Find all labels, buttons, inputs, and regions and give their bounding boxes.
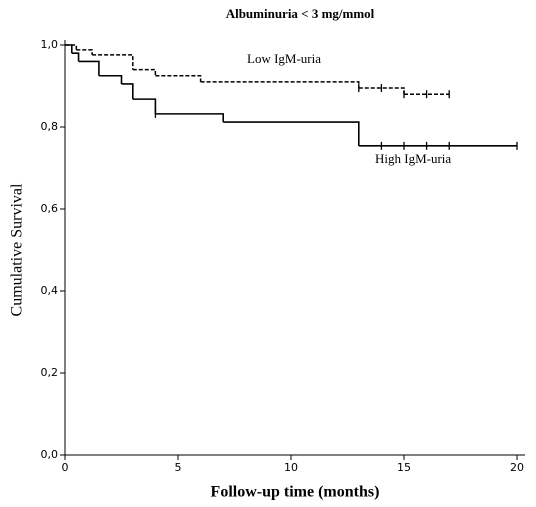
y-tick-label: 1,0 [41,38,59,51]
series-label: High IgM-uria [375,151,451,166]
y-tick-label: 0,6 [41,202,59,215]
y-tick-label: 0,0 [41,448,59,461]
survival-step [92,54,134,70]
survival-step [155,113,224,123]
x-axis-label: Follow-up time (months) [211,484,380,501]
y-tick-label: 0,4 [41,284,59,297]
x-tick-label: 10 [284,461,298,474]
y-tick-label: 0,8 [41,120,59,133]
survival-step [121,83,134,100]
survival-step [65,44,73,54]
survival-step [76,49,93,55]
x-tick-label: 0 [62,461,69,474]
survival-step [132,98,157,114]
survival-step [78,60,100,76]
survival-step [132,68,157,76]
survival-step [71,52,80,62]
x-tick-label: 20 [510,461,524,474]
y-tick-label: 0,2 [41,366,59,379]
x-tick-label: 5 [175,461,182,474]
survival-step [155,75,202,82]
x-tick-label: 15 [397,461,411,474]
chart-title: Albuminuria < 3 mg/mmol [226,6,375,21]
survival-step [200,81,360,89]
survival-step [223,121,360,146]
survival-step [98,74,123,84]
series-label: Low IgM-uria [247,51,321,66]
y-axis-label: Cumulative Survival [9,183,26,316]
